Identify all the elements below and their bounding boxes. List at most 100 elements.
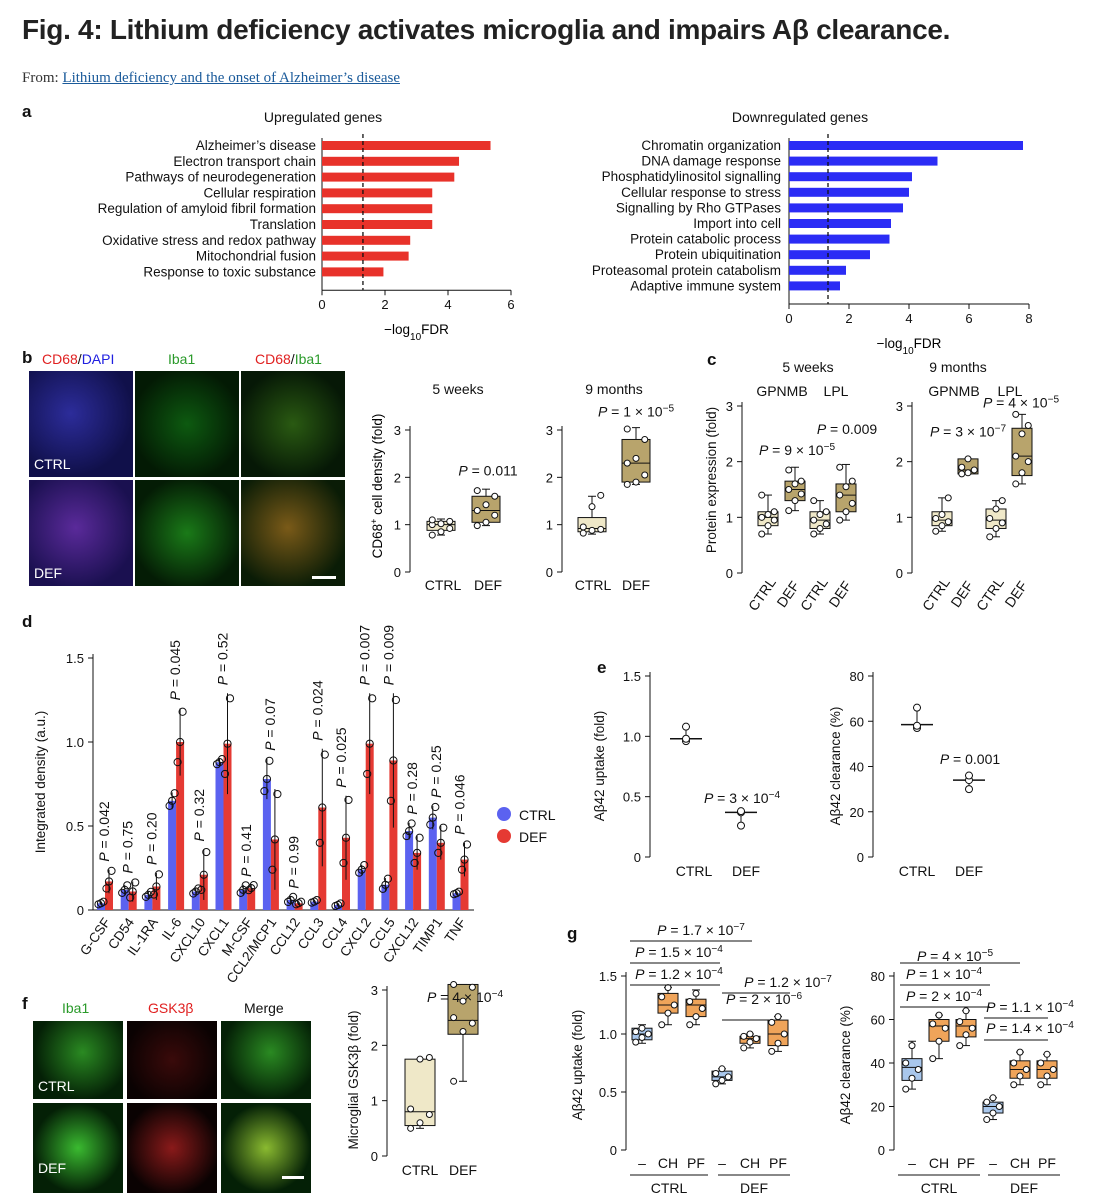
g_clear-data-point (1016, 1048, 1024, 1056)
d-data-point (405, 826, 414, 836)
c_9m-title: 9 months (929, 359, 987, 375)
a_down-x-tick-label: 8 (1025, 311, 1032, 326)
d-data-point (294, 899, 303, 908)
d-data-point (273, 789, 282, 799)
d-pvalue: P = 0.025 (333, 727, 349, 788)
source-article-link[interactable]: Lithium deficiency and the onset of Alzh… (62, 70, 400, 86)
f-y-tick-label: 1 (371, 1094, 378, 1109)
e_uptake-y-tick-label: 0 (634, 850, 641, 865)
d-data-point (363, 769, 372, 779)
g_uptake-data-point (752, 1035, 760, 1043)
d-data-point (270, 835, 279, 844)
e_clear-y-tick-label: 20 (850, 805, 864, 820)
d-bar-ctrl (428, 817, 437, 910)
b_5w-y-tick-label: 3 (394, 423, 401, 438)
d-bar-def (105, 881, 113, 910)
d-pvalue: P = 0.41 (238, 824, 254, 877)
g_uptake-group-label: CTRL (651, 1180, 688, 1196)
e_uptake-y-tick-label: 0.5 (623, 790, 641, 805)
g_clear-data-point (1010, 1059, 1018, 1067)
b_9m-data-point (641, 471, 649, 479)
g_uptake-y-tick-label: 1.0 (599, 1027, 617, 1042)
g_uptake-pvalue: P = 2 × 10−6 (726, 991, 803, 1008)
e_uptake-pvalue: P = 3 × 10−4 (704, 790, 781, 807)
d-bar-ctrl (191, 891, 200, 910)
e_clear-x-label: CTRL (899, 863, 936, 879)
g_uptake-y-tick-label: 0 (610, 1143, 617, 1158)
d-data-point (365, 739, 374, 748)
d-bar-ctrl (239, 889, 248, 910)
g_clear-data-point (908, 1042, 916, 1050)
b_9m-data-point (632, 454, 640, 462)
b_5w-data-point (491, 511, 499, 519)
a_down-category-label: Cellular response to stress (621, 185, 781, 200)
f-y-tick-label: 2 (371, 1038, 378, 1053)
g_uptake-pvalue: P = 1.2 × 10−4 (635, 966, 723, 983)
c_9m-data-point (938, 522, 946, 530)
c_9m-data-point (992, 524, 1000, 532)
a_up-category-label: Pathways of neurodegeneration (125, 170, 316, 185)
g_uptake-data-point (774, 1013, 782, 1021)
d-category-label: TNF (442, 915, 469, 945)
f-scale-bar (282, 1176, 304, 1179)
d-data-point (268, 865, 277, 874)
e_clear-data-point (965, 785, 973, 794)
d-data-point (289, 892, 298, 901)
a_up-bar (322, 204, 433, 214)
g_uptake-data-point (746, 1038, 754, 1046)
d-data-point (457, 865, 467, 874)
b_5w-y-tick-label: 2 (394, 470, 401, 485)
f-row-label-ctrl: CTRL (38, 1078, 75, 1094)
b_5w-title: 5 weeks (432, 381, 483, 397)
g_clear-data-point (902, 1085, 910, 1093)
a_up-bar (322, 235, 411, 245)
c_9m-data-point (932, 527, 940, 535)
g_clear-group-label: DEF (1010, 1180, 1038, 1196)
c_5w-data-point (836, 516, 844, 524)
f-data-point (468, 983, 476, 991)
d-bar-ctrl (405, 831, 414, 910)
e_uptake-data-point (682, 734, 690, 743)
d-y-tick-label: 1.0 (66, 735, 84, 750)
a_up-bar (322, 172, 455, 182)
d-data-point (310, 897, 319, 906)
d-data-point (99, 897, 108, 906)
e_clear-y-tick-label: 80 (850, 669, 864, 684)
d-data-point (170, 789, 179, 798)
d-data-point (389, 756, 398, 765)
c_5w-data-point (848, 499, 856, 507)
a_down-category-label: Protein catabolic process (630, 232, 781, 247)
g_clear-data-point (989, 1094, 997, 1102)
g_clear-x-label: PF (1038, 1155, 1056, 1171)
d-data-point (123, 881, 132, 890)
c_5w-data-point (810, 530, 818, 538)
c_5w-data-point (785, 507, 793, 515)
micrograph-f-ctrl-gsk3b (126, 1020, 218, 1100)
d-data-point (239, 885, 248, 894)
c_9m-data-point (998, 497, 1006, 505)
a_down-bar (789, 265, 846, 275)
d-category-label: G-CSF (77, 915, 113, 958)
figure-title: Fig. 4: Lithium deficiency activates mic… (22, 14, 951, 45)
a_up-x-tick-label: 2 (381, 297, 388, 312)
d-legend-def: DEF (519, 829, 547, 845)
micrograph-f-ctrl-iba1 (32, 1020, 124, 1100)
d-data-point (284, 897, 293, 907)
d-data-point (339, 858, 348, 868)
c_9m-data-point (964, 455, 972, 463)
a_up-category-label: Response to toxic substance (143, 264, 316, 279)
g_clear-data-point (908, 1074, 916, 1082)
a_down-x-tick-label: 6 (965, 311, 972, 326)
a_down-category-label: DNA damage response (641, 154, 781, 169)
b_9m-data-point (632, 478, 640, 486)
g_clear-y-tick-label: 40 (871, 1056, 885, 1071)
g_clear-data-point (1037, 1059, 1045, 1067)
f-x-label: DEF (449, 1162, 477, 1178)
c_9m-y-tick-label: 3 (896, 399, 903, 414)
e_uptake-x-label: DEF (732, 863, 760, 879)
micrograph-b-def-iba1 (134, 479, 240, 587)
g_clear-data-point (1049, 1066, 1057, 1074)
g_clear-x-label: – (989, 1155, 997, 1171)
d-data-point (176, 737, 185, 747)
